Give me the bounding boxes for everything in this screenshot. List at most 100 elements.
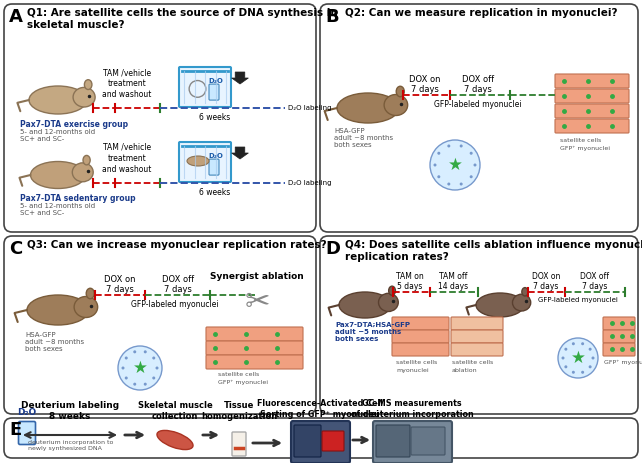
Text: DOX on
7 days: DOX on 7 days xyxy=(532,272,560,291)
Circle shape xyxy=(460,144,463,148)
Text: Deuterium labeling
8 weeks: Deuterium labeling 8 weeks xyxy=(21,401,119,421)
Text: TAM /vehicle
treatment
and washout: TAM /vehicle treatment and washout xyxy=(102,68,152,99)
Ellipse shape xyxy=(384,94,408,115)
FancyBboxPatch shape xyxy=(206,341,303,355)
FancyBboxPatch shape xyxy=(19,421,35,444)
Ellipse shape xyxy=(337,93,399,123)
Text: 6 weeks: 6 weeks xyxy=(200,188,230,197)
Text: GFP⁺ myonuclei: GFP⁺ myonuclei xyxy=(560,146,610,151)
Text: GFP⁺ myonuclei: GFP⁺ myonuclei xyxy=(218,380,268,385)
FancyBboxPatch shape xyxy=(320,236,638,414)
Polygon shape xyxy=(232,147,248,159)
Text: ★: ★ xyxy=(447,156,462,174)
FancyBboxPatch shape xyxy=(206,327,303,341)
FancyBboxPatch shape xyxy=(179,67,231,107)
Ellipse shape xyxy=(522,288,528,296)
Text: TAM on
5 days: TAM on 5 days xyxy=(396,272,424,291)
Text: Pax7-DTA sedentary group: Pax7-DTA sedentary group xyxy=(20,194,135,203)
FancyBboxPatch shape xyxy=(555,104,629,118)
Circle shape xyxy=(447,182,450,186)
Ellipse shape xyxy=(73,88,95,107)
Text: Q2: Can we measure replication in myonuclei?: Q2: Can we measure replication in myonuc… xyxy=(345,8,618,18)
Text: Tissue
homogenization: Tissue homogenization xyxy=(201,401,277,421)
FancyBboxPatch shape xyxy=(451,343,503,356)
FancyBboxPatch shape xyxy=(209,159,219,175)
Circle shape xyxy=(591,357,594,359)
Text: D₂O labeling: D₂O labeling xyxy=(288,105,331,111)
Polygon shape xyxy=(232,72,248,84)
FancyBboxPatch shape xyxy=(294,425,321,457)
FancyBboxPatch shape xyxy=(555,74,629,88)
Text: satellite cells: satellite cells xyxy=(560,138,602,143)
Text: Skeletal muscle
collection: Skeletal muscle collection xyxy=(137,401,213,421)
FancyBboxPatch shape xyxy=(291,421,350,463)
FancyBboxPatch shape xyxy=(373,421,452,463)
Circle shape xyxy=(581,371,584,374)
Ellipse shape xyxy=(84,80,92,89)
Text: B: B xyxy=(325,8,338,26)
Text: D₂O: D₂O xyxy=(209,153,223,159)
Text: Synergist ablation: Synergist ablation xyxy=(210,272,304,281)
FancyBboxPatch shape xyxy=(555,89,629,103)
Text: DOX on
7 days: DOX on 7 days xyxy=(409,75,441,94)
Text: satellite cells: satellite cells xyxy=(452,360,493,365)
Text: Fluorescence-Activated Cell
Sorting of GFP⁺ myonuclei: Fluorescence-Activated Cell Sorting of G… xyxy=(257,399,383,419)
Text: GFP-labeled myonuclei: GFP-labeled myonuclei xyxy=(538,297,618,303)
FancyBboxPatch shape xyxy=(179,142,231,182)
Circle shape xyxy=(572,371,575,374)
FancyBboxPatch shape xyxy=(603,330,635,343)
Circle shape xyxy=(562,357,564,359)
Circle shape xyxy=(581,342,584,345)
Text: HSA-GFP
adult ~8 months
both sexes: HSA-GFP adult ~8 months both sexes xyxy=(25,332,84,352)
FancyBboxPatch shape xyxy=(322,431,344,451)
Text: ★: ★ xyxy=(571,349,586,367)
Text: Q1: Are satellite cells the source of DNA synthesis in
skeletal muscle?: Q1: Are satellite cells the source of DN… xyxy=(27,8,338,31)
Text: GC-MS measurements
of deuterium incorporation: GC-MS measurements of deuterium incorpor… xyxy=(351,399,473,419)
Text: D₂O labeling: D₂O labeling xyxy=(288,180,331,186)
FancyBboxPatch shape xyxy=(4,418,638,458)
Text: D₂O: D₂O xyxy=(17,408,37,417)
Ellipse shape xyxy=(512,294,531,311)
Ellipse shape xyxy=(27,295,89,325)
Text: TAM /vehicle
treatment
and washout: TAM /vehicle treatment and washout xyxy=(102,143,152,174)
FancyBboxPatch shape xyxy=(451,317,503,330)
Circle shape xyxy=(447,144,450,148)
Circle shape xyxy=(125,357,128,359)
Circle shape xyxy=(152,376,155,380)
Text: 6 weeks: 6 weeks xyxy=(200,113,230,122)
Circle shape xyxy=(125,376,128,380)
Text: GFP-labeled myonuclei: GFP-labeled myonuclei xyxy=(434,100,522,109)
Circle shape xyxy=(134,350,136,353)
Circle shape xyxy=(564,348,568,350)
Ellipse shape xyxy=(83,156,90,165)
Circle shape xyxy=(460,182,463,186)
Circle shape xyxy=(470,152,473,155)
FancyBboxPatch shape xyxy=(392,343,449,356)
Text: E: E xyxy=(9,421,21,439)
Ellipse shape xyxy=(31,162,85,188)
FancyBboxPatch shape xyxy=(555,119,629,133)
FancyBboxPatch shape xyxy=(206,355,303,369)
Text: 5- and 12-months old
SC+ and SC-: 5- and 12-months old SC+ and SC- xyxy=(20,129,95,142)
FancyBboxPatch shape xyxy=(4,236,316,414)
FancyBboxPatch shape xyxy=(603,317,635,330)
Text: satellite cells: satellite cells xyxy=(218,372,259,377)
FancyBboxPatch shape xyxy=(451,330,503,343)
Circle shape xyxy=(558,338,598,378)
Circle shape xyxy=(155,367,159,369)
Circle shape xyxy=(134,382,136,386)
Text: D: D xyxy=(325,240,340,258)
Text: Q3: Can we increase myonuclear replication rates?: Q3: Can we increase myonuclear replicati… xyxy=(27,240,327,250)
Text: Q4: Does satellite cells ablation influence myonuclear
replication rates?: Q4: Does satellite cells ablation influe… xyxy=(345,240,642,263)
FancyBboxPatch shape xyxy=(411,427,445,455)
Circle shape xyxy=(152,357,155,359)
Text: deuterium incorporation to
newly synthesized DNA: deuterium incorporation to newly synthes… xyxy=(28,440,114,451)
Ellipse shape xyxy=(157,431,193,450)
Ellipse shape xyxy=(73,163,93,182)
Circle shape xyxy=(437,175,440,178)
Text: Pax7-DTA;HSA-GFP
adult ~5 months
both sexes: Pax7-DTA;HSA-GFP adult ~5 months both se… xyxy=(335,322,410,342)
Text: C: C xyxy=(9,240,22,258)
Text: DOX off
7 days: DOX off 7 days xyxy=(162,275,194,294)
FancyBboxPatch shape xyxy=(376,425,410,457)
Ellipse shape xyxy=(339,292,391,318)
